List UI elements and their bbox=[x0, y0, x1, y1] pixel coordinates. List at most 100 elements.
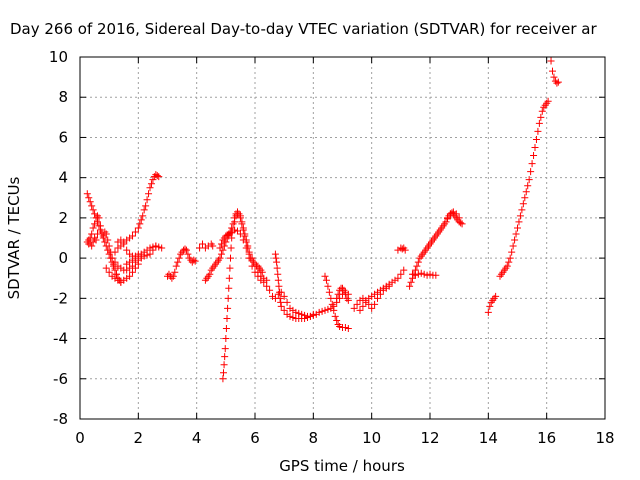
data-point bbox=[506, 254, 514, 262]
data-point bbox=[248, 254, 256, 262]
data-point bbox=[105, 268, 113, 276]
data-point bbox=[458, 220, 466, 228]
data-point bbox=[455, 214, 463, 222]
data-point bbox=[330, 306, 338, 314]
data-point bbox=[89, 224, 97, 232]
data-point bbox=[492, 292, 500, 300]
data-point bbox=[530, 152, 538, 160]
x-tick-label: 14 bbox=[479, 429, 498, 447]
data-point bbox=[341, 323, 349, 331]
data-point bbox=[275, 282, 283, 290]
data-point bbox=[105, 242, 113, 250]
data-point bbox=[89, 206, 97, 214]
y-tick-label: -8 bbox=[53, 410, 68, 428]
data-point bbox=[123, 246, 131, 254]
data-point bbox=[140, 252, 148, 260]
data-point bbox=[239, 224, 247, 232]
data-point bbox=[331, 312, 339, 320]
data-point bbox=[129, 262, 136, 270]
data-point bbox=[534, 127, 542, 135]
axis-ticks bbox=[79, 56, 606, 420]
data-point bbox=[191, 257, 199, 265]
data-point bbox=[515, 218, 523, 226]
data-point bbox=[227, 244, 235, 252]
data-point bbox=[554, 78, 562, 86]
data-point bbox=[142, 202, 150, 210]
data-point bbox=[315, 308, 323, 316]
data-point bbox=[448, 209, 456, 217]
data-point bbox=[108, 254, 116, 262]
data-point bbox=[182, 246, 190, 254]
data-point bbox=[521, 194, 529, 202]
data-point bbox=[136, 220, 144, 228]
data-point bbox=[505, 258, 513, 266]
data-point bbox=[111, 258, 119, 266]
data-point bbox=[217, 250, 225, 258]
data-point bbox=[102, 230, 110, 238]
data-point bbox=[117, 236, 125, 244]
data-point bbox=[301, 314, 309, 322]
data-point bbox=[96, 222, 104, 230]
data-point bbox=[374, 294, 381, 302]
data-point bbox=[527, 168, 535, 176]
data-point bbox=[452, 210, 460, 218]
data-point bbox=[224, 294, 232, 302]
data-point bbox=[146, 184, 154, 192]
data-point bbox=[411, 271, 419, 279]
data-point bbox=[223, 314, 231, 322]
data-point bbox=[184, 250, 192, 258]
chart-title: Day 266 of 2016, Sidereal Day-to-day VTE… bbox=[10, 20, 597, 38]
data-point bbox=[91, 220, 99, 228]
data-point bbox=[251, 262, 259, 270]
y-tick-label: -2 bbox=[53, 289, 68, 307]
data-point bbox=[242, 236, 250, 244]
data-point bbox=[528, 160, 536, 168]
data-point bbox=[277, 298, 285, 306]
data-point bbox=[216, 244, 224, 252]
data-point bbox=[274, 270, 282, 278]
data-point bbox=[283, 298, 291, 306]
data-point bbox=[549, 67, 556, 75]
data-point bbox=[368, 304, 376, 312]
data-point bbox=[344, 296, 352, 304]
y-tick-label: 10 bbox=[49, 48, 68, 66]
data-point bbox=[271, 250, 279, 258]
data-point bbox=[206, 270, 214, 278]
data-point bbox=[145, 190, 153, 198]
data-point bbox=[535, 119, 543, 127]
data-point bbox=[227, 254, 234, 262]
data-point bbox=[129, 232, 136, 240]
data-point bbox=[524, 182, 532, 190]
data-point bbox=[85, 194, 93, 202]
data-point bbox=[547, 57, 555, 65]
data-point bbox=[88, 202, 96, 210]
data-point bbox=[263, 282, 271, 290]
data-point bbox=[353, 300, 361, 308]
data-point bbox=[457, 219, 465, 227]
data-point bbox=[155, 243, 163, 251]
data-point bbox=[104, 236, 112, 244]
data-point bbox=[140, 206, 148, 214]
data-point bbox=[362, 298, 370, 306]
data-point bbox=[149, 246, 157, 254]
data-point bbox=[289, 313, 297, 321]
data-point bbox=[328, 300, 336, 308]
x-tick-label: 10 bbox=[362, 429, 381, 447]
data-point bbox=[172, 262, 180, 270]
x-tick-label: 8 bbox=[309, 429, 319, 447]
data-point bbox=[280, 306, 288, 314]
data-point bbox=[149, 176, 157, 184]
data-point bbox=[273, 258, 281, 266]
data-point bbox=[340, 286, 348, 294]
y-tick-labels: -8 -6 -4 -2 0 2 4 6 8 10 bbox=[49, 48, 68, 428]
data-point bbox=[196, 244, 204, 252]
data-point bbox=[537, 113, 545, 121]
data-point bbox=[359, 302, 367, 310]
data-point bbox=[174, 258, 182, 266]
data-point bbox=[400, 266, 408, 274]
data-point bbox=[292, 308, 300, 316]
data-point bbox=[344, 325, 352, 332]
data-point bbox=[321, 272, 329, 280]
data-point bbox=[225, 274, 233, 282]
